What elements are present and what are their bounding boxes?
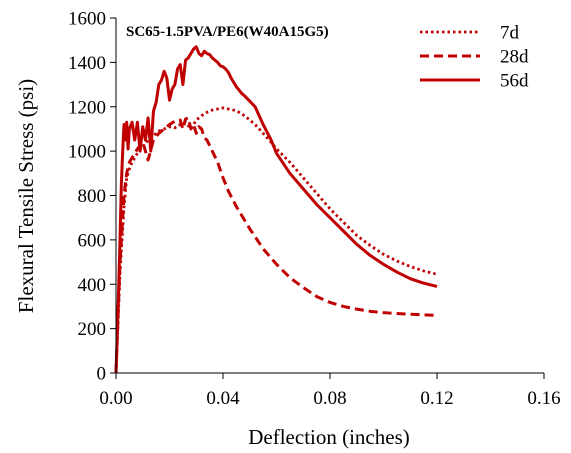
series-28d-line [114,116,438,374]
x-tick-label: 0.12 [420,388,453,409]
series-56d-line [114,45,438,374]
legend: 7d 28d 56d [420,23,529,92]
y-tick-label: 800 [78,186,107,207]
y-tick-label: 0 [97,364,107,385]
legend-label-28d: 28d [500,47,529,68]
x-axis-label: Deflection (inches) [248,425,410,449]
y-tick-label: 1400 [68,53,106,74]
legend-label-56d: 56d [500,71,529,92]
plot-lines [114,45,438,374]
ticks: 0.00 0.04 0.08 0.12 0.16 0 200 400 600 800 1000 120… [68,9,561,410]
y-tick-label: 600 [78,230,107,251]
x-tick-label: 0.04 [206,388,240,409]
legend-label-7d: 7d [500,23,520,44]
chart-title: SC65-1.5PVA/PE6(W40A15G5) [126,24,329,40]
x-tick-label: 0.16 [527,388,560,409]
x-tick-label: 0.08 [313,388,346,409]
y-tick-label: 400 [78,275,107,296]
y-tick-label: 1600 [68,9,106,30]
y-tick-label: 200 [78,319,107,340]
x-tick-label: 0.00 [99,388,132,409]
y-tick-label: 1000 [68,142,106,163]
y-axis-label: Flexural Tensile Stress (psi) [14,79,38,313]
y-tick-label: 1200 [68,97,106,118]
